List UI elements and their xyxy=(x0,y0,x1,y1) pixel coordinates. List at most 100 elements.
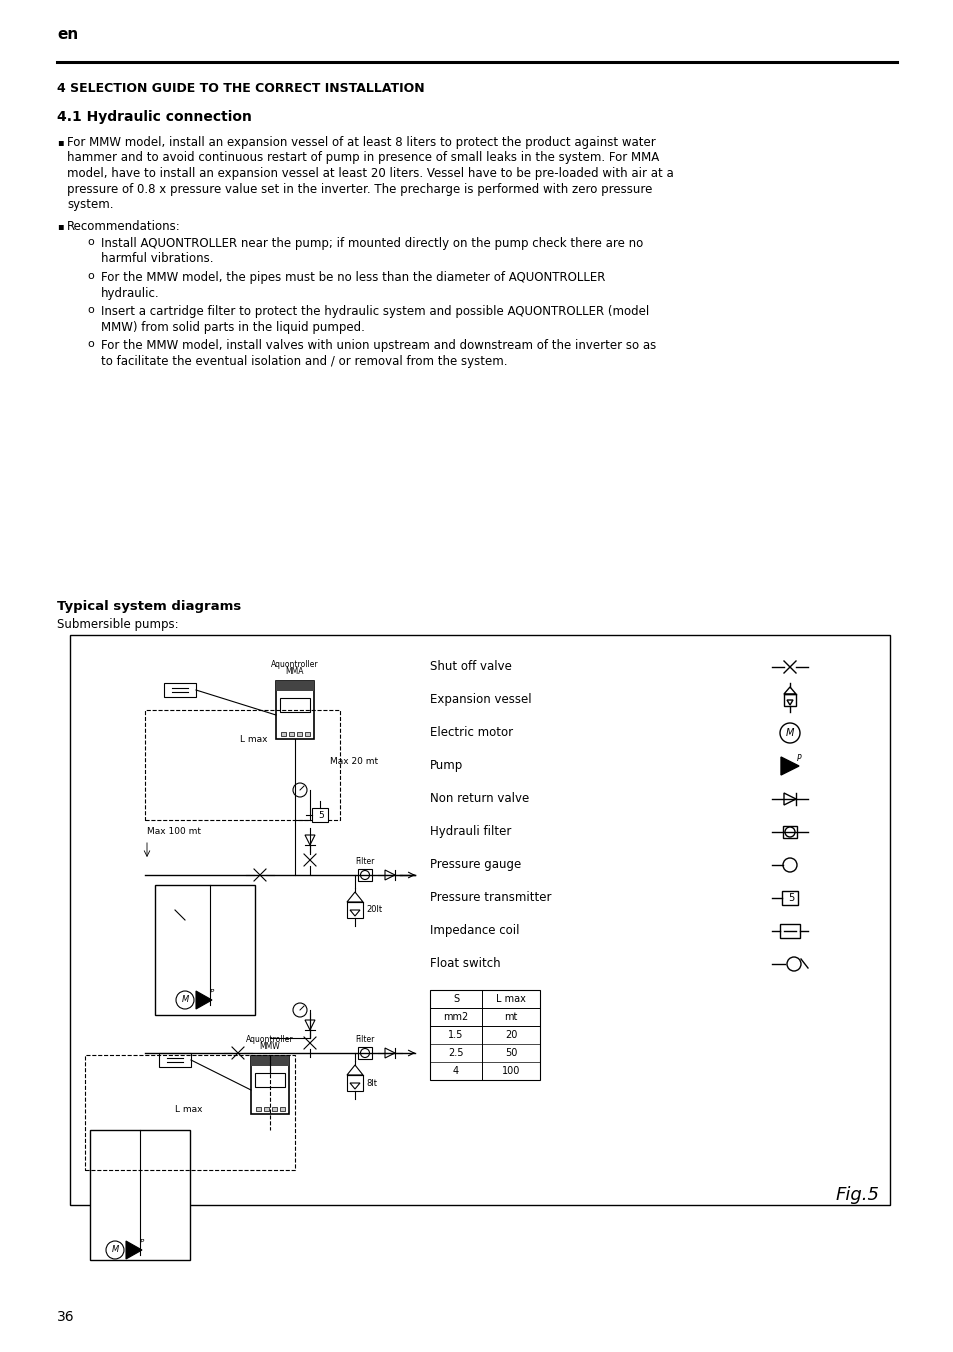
Bar xyxy=(782,826,796,838)
Text: 100: 100 xyxy=(501,1065,519,1076)
Text: M: M xyxy=(112,1245,118,1255)
Text: Insert a cartridge filter to protect the hydraulic system and possible AQUONTROL: Insert a cartridge filter to protect the… xyxy=(101,306,649,318)
Bar xyxy=(430,990,539,1080)
Text: 1.5: 1.5 xyxy=(448,1030,463,1040)
Circle shape xyxy=(782,859,796,872)
Bar xyxy=(289,731,294,735)
Bar xyxy=(145,710,339,821)
Text: Impedance coil: Impedance coil xyxy=(430,923,519,937)
Text: Filter: Filter xyxy=(355,1036,375,1044)
Text: hydraulic.: hydraulic. xyxy=(101,287,159,300)
Text: Expansion vessel: Expansion vessel xyxy=(430,694,531,706)
Bar xyxy=(255,1107,261,1111)
Bar xyxy=(357,1046,372,1059)
Bar xyxy=(264,1107,269,1111)
Text: 50: 50 xyxy=(504,1048,517,1059)
Text: Non return valve: Non return valve xyxy=(430,792,529,804)
Text: ▪: ▪ xyxy=(57,137,64,147)
Text: M: M xyxy=(181,995,189,1005)
Text: L max: L max xyxy=(496,994,525,1005)
Text: Float switch: Float switch xyxy=(430,957,500,969)
Bar xyxy=(781,891,797,904)
Bar xyxy=(164,683,195,698)
Bar xyxy=(281,731,286,735)
Text: 20: 20 xyxy=(504,1030,517,1040)
Bar xyxy=(780,923,800,938)
Text: ▪: ▪ xyxy=(57,220,64,231)
Text: Typical system diagrams: Typical system diagrams xyxy=(57,600,241,612)
Text: For MMW model, install an expansion vessel of at least 8 liters to protect the p: For MMW model, install an expansion vess… xyxy=(67,137,655,149)
Bar xyxy=(85,1055,294,1169)
Text: o: o xyxy=(87,306,93,315)
Text: MMW: MMW xyxy=(259,1042,280,1051)
Circle shape xyxy=(175,991,193,1009)
Text: Shut off valve: Shut off valve xyxy=(430,660,512,673)
Bar xyxy=(254,1073,285,1087)
Bar xyxy=(312,808,328,822)
Text: Pressure gauge: Pressure gauge xyxy=(430,859,520,871)
Text: mt: mt xyxy=(504,1013,517,1022)
Text: Max 100 mt: Max 100 mt xyxy=(147,827,201,837)
Text: P: P xyxy=(210,990,213,995)
Bar xyxy=(159,1053,191,1067)
Circle shape xyxy=(360,1049,369,1057)
Bar xyxy=(783,694,795,706)
Text: mm2: mm2 xyxy=(443,1013,468,1022)
Bar xyxy=(90,1130,190,1260)
Polygon shape xyxy=(126,1241,142,1259)
Text: Install AQUONTROLLER near the pump; if mounted directly on the pump check there : Install AQUONTROLLER near the pump; if m… xyxy=(101,237,642,250)
Bar xyxy=(275,681,314,691)
Text: harmful vibrations.: harmful vibrations. xyxy=(101,253,213,265)
Text: Fig.5: Fig.5 xyxy=(835,1186,879,1205)
Text: 20lt: 20lt xyxy=(366,906,382,914)
Text: o: o xyxy=(87,237,93,247)
Text: MMA: MMA xyxy=(286,667,304,676)
Text: model, have to install an expansion vessel at least 20 liters. Vessel have to be: model, have to install an expansion vess… xyxy=(67,168,673,180)
Bar xyxy=(347,1075,363,1091)
Text: MMW) from solid parts in the liquid pumped.: MMW) from solid parts in the liquid pump… xyxy=(101,320,364,334)
Circle shape xyxy=(784,827,794,837)
Circle shape xyxy=(293,783,307,796)
Text: Pressure transmitter: Pressure transmitter xyxy=(430,891,551,904)
Bar xyxy=(357,869,372,882)
Circle shape xyxy=(786,957,801,971)
Bar xyxy=(347,902,363,918)
Text: P: P xyxy=(140,1238,144,1245)
Text: hammer and to avoid continuous restart of pump in presence of small leaks in the: hammer and to avoid continuous restart o… xyxy=(67,151,659,165)
Text: Pump: Pump xyxy=(430,758,463,772)
Bar xyxy=(275,681,314,740)
Text: Aquontroller: Aquontroller xyxy=(246,1036,294,1044)
Text: L max: L max xyxy=(240,735,267,745)
Text: 8lt: 8lt xyxy=(366,1079,376,1087)
Text: Submersible pumps:: Submersible pumps: xyxy=(57,618,178,631)
Text: Electric motor: Electric motor xyxy=(430,726,513,740)
Bar xyxy=(305,731,310,735)
Text: en: en xyxy=(57,27,78,42)
Text: 5: 5 xyxy=(317,810,323,819)
Bar xyxy=(251,1056,289,1114)
Text: S: S xyxy=(453,994,458,1005)
Text: M: M xyxy=(785,727,793,738)
Text: o: o xyxy=(87,339,93,349)
Text: L max: L max xyxy=(174,1106,202,1114)
Bar xyxy=(280,1107,285,1111)
Polygon shape xyxy=(195,991,212,1009)
Bar xyxy=(70,635,889,1205)
Text: 4.1 Hydraulic connection: 4.1 Hydraulic connection xyxy=(57,110,252,124)
Bar xyxy=(296,731,302,735)
Text: o: o xyxy=(87,270,93,281)
Bar xyxy=(251,1056,289,1065)
Text: For the MMW model, the pipes must be no less than the diameter of AQUONTROLLER: For the MMW model, the pipes must be no … xyxy=(101,270,605,284)
Text: Hydrauli filter: Hydrauli filter xyxy=(430,825,511,838)
Circle shape xyxy=(360,871,369,880)
Bar xyxy=(280,698,310,713)
Text: P: P xyxy=(796,754,801,763)
Text: pressure of 0.8 x pressure value set in the inverter. The precharge is performed: pressure of 0.8 x pressure value set in … xyxy=(67,183,652,196)
Text: system.: system. xyxy=(67,197,113,211)
Text: Recommendations:: Recommendations: xyxy=(67,220,180,233)
Text: 4: 4 xyxy=(453,1065,458,1076)
Circle shape xyxy=(780,723,800,744)
Circle shape xyxy=(106,1241,124,1259)
Circle shape xyxy=(293,1003,307,1017)
Bar xyxy=(154,886,254,1015)
